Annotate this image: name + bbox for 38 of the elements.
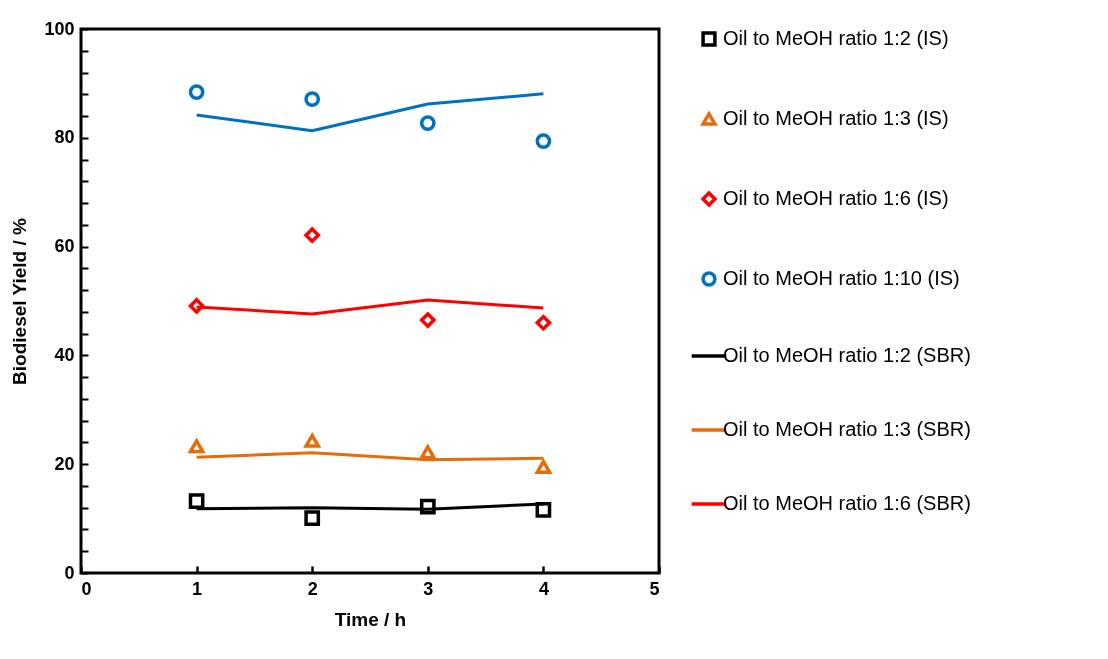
- point: [304, 510, 321, 526]
- x-tick-label: 5: [649, 578, 660, 599]
- x-tick-label: 2: [307, 578, 318, 599]
- x-tick-label: 0: [81, 578, 92, 599]
- x-tick-label: 1: [192, 578, 203, 599]
- legend-label: Oil to MeOH ratio 1:3 (SBR): [723, 418, 971, 440]
- point: [535, 459, 552, 474]
- y-axis-title: Biodiesel Yield / %: [9, 217, 31, 385]
- legend-label: Oil to MeOH ratio 1:2 (IS): [723, 27, 949, 49]
- point: [188, 84, 205, 100]
- y-tick-label: 100: [44, 18, 75, 39]
- legend-label: Oil to MeOH ratio 1:3 (IS): [723, 107, 949, 129]
- point: [304, 227, 321, 244]
- point: [304, 433, 321, 448]
- point: [419, 115, 436, 131]
- y-tick-label: 40: [54, 344, 75, 365]
- point: [188, 439, 205, 454]
- legend-label: Oil to MeOH ratio 1:6 (IS): [723, 187, 949, 209]
- legend-label: Oil to MeOH ratio 1:6 (SBR): [723, 492, 971, 514]
- point: [535, 133, 552, 149]
- line-series: [195, 92, 545, 133]
- point: [419, 445, 436, 460]
- x-axis-title: Time / h: [334, 608, 407, 630]
- point: [419, 312, 436, 328]
- y-tick-label: 0: [64, 562, 75, 583]
- x-tick-label: 3: [423, 578, 434, 599]
- point: [419, 498, 436, 515]
- point: [304, 91, 321, 108]
- y-tick-label: 60: [54, 236, 75, 257]
- point: [535, 502, 552, 518]
- point: [188, 298, 205, 314]
- y-tick-label: 80: [54, 127, 75, 148]
- point: [188, 493, 205, 510]
- x-tick-label: 4: [538, 578, 549, 599]
- y-tick-label: 20: [54, 453, 75, 474]
- point: [535, 314, 552, 331]
- legend-label: Oil to MeOH ratio 1:2 (SBR): [723, 344, 971, 366]
- legend-label: Oil to MeOH ratio 1:10 (IS): [723, 267, 960, 289]
